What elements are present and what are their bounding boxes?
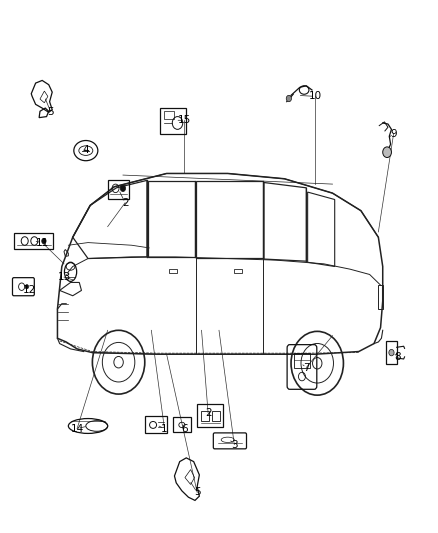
Circle shape	[389, 350, 394, 356]
Text: 1: 1	[161, 424, 168, 434]
Text: 11: 11	[35, 238, 49, 247]
Text: 10: 10	[308, 91, 321, 101]
Bar	[212, 411, 220, 421]
Bar	[163, 111, 174, 119]
Text: 5: 5	[48, 107, 54, 117]
Text: 8: 8	[395, 352, 401, 362]
Bar	[386, 341, 397, 365]
Circle shape	[25, 285, 28, 289]
Circle shape	[286, 95, 291, 102]
Circle shape	[383, 147, 392, 158]
Text: 6: 6	[181, 424, 187, 434]
Bar	[145, 416, 166, 433]
Text: 2: 2	[205, 408, 212, 418]
Text: 12: 12	[22, 286, 36, 295]
Text: 7: 7	[303, 362, 310, 373]
Text: 3: 3	[231, 440, 237, 450]
Bar	[160, 108, 186, 134]
Text: 13: 13	[57, 272, 71, 282]
Circle shape	[42, 238, 46, 244]
Bar	[108, 180, 130, 199]
Text: 4: 4	[82, 144, 89, 155]
Text: 5: 5	[194, 488, 201, 497]
Bar	[378, 285, 383, 309]
Bar	[201, 411, 209, 421]
Bar	[173, 417, 191, 432]
Text: 2: 2	[122, 198, 128, 208]
Bar	[294, 353, 310, 368]
Text: 15: 15	[177, 115, 191, 125]
Bar	[14, 233, 53, 249]
Bar	[197, 403, 223, 427]
Circle shape	[120, 185, 126, 191]
Text: 14: 14	[71, 424, 84, 434]
Text: 9: 9	[390, 128, 397, 139]
Bar	[234, 269, 242, 273]
Bar	[169, 269, 177, 273]
